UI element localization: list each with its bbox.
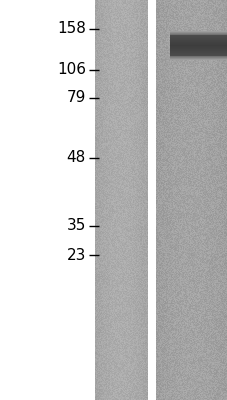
Text: 48: 48 xyxy=(67,150,86,166)
Text: 79: 79 xyxy=(66,90,86,106)
Text: 23: 23 xyxy=(66,248,86,263)
Text: 158: 158 xyxy=(57,21,86,36)
Text: 35: 35 xyxy=(66,218,86,234)
Text: 106: 106 xyxy=(57,62,86,78)
